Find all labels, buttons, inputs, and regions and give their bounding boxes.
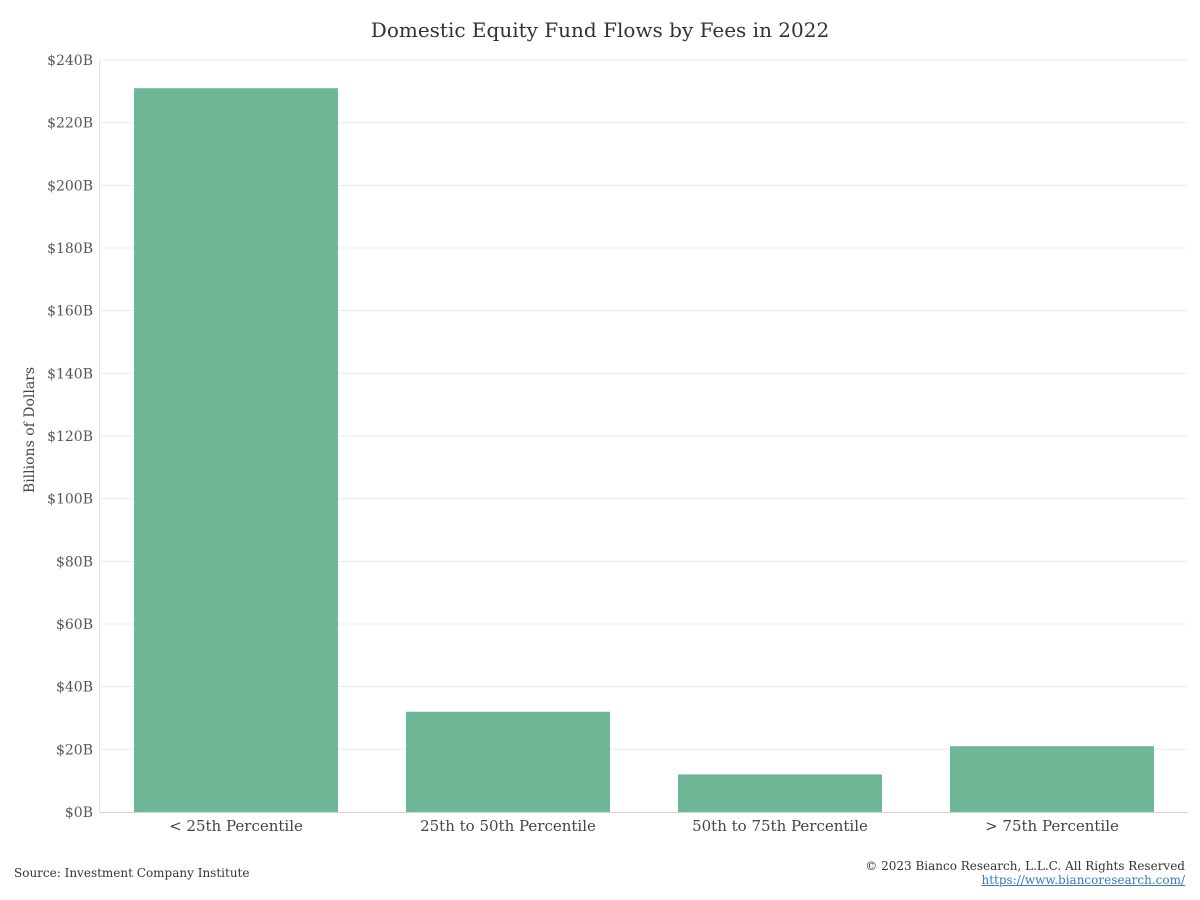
axes (99, 60, 1188, 813)
y-tick-label: $200B (47, 178, 93, 194)
y-tick-label: $20B (56, 742, 93, 758)
x-tick-label: 25th to 50th Percentile (420, 817, 596, 835)
x-tick-label: < 25th Percentile (169, 817, 303, 835)
y-tick-label: $180B (47, 241, 93, 257)
copyright-note: © 2023 Bianco Research, L.L.C. All Right… (865, 859, 1185, 873)
bar (406, 711, 610, 812)
bar (134, 88, 338, 812)
x-tick-label: > 75th Percentile (985, 817, 1119, 835)
y-axis-label: Billions of Dollars (22, 367, 38, 493)
bars (134, 88, 1154, 812)
y-tick-label: $100B (47, 492, 93, 508)
chart-title: Domestic Equity Fund Flows by Fees in 20… (370, 18, 830, 42)
y-tick-label: $120B (47, 429, 93, 445)
bar (678, 774, 882, 812)
bar (950, 746, 1154, 812)
y-tick-label: $240B (47, 53, 93, 69)
source-note: Source: Investment Company Institute (14, 866, 250, 880)
website-link[interactable]: https://www.biancoresearch.com/ (981, 873, 1185, 887)
y-tick-label: $80B (56, 554, 93, 570)
x-tick-label: 50th to 75th Percentile (692, 817, 868, 835)
y-tick-label: $0B (65, 805, 93, 821)
y-tick-label: $160B (47, 304, 93, 320)
y-tick-labels: $0B $20B $40B $60B $80B $100B $120B $140B $160B $… (47, 53, 93, 821)
y-tick-label: $140B (47, 366, 93, 382)
y-tick-label: $60B (56, 617, 93, 633)
y-tick-label: $40B (56, 680, 93, 696)
y-tick-label: $220B (47, 116, 93, 132)
x-tick-labels: < 25th Percentile 25th to 50th Percentile… (169, 817, 1119, 835)
